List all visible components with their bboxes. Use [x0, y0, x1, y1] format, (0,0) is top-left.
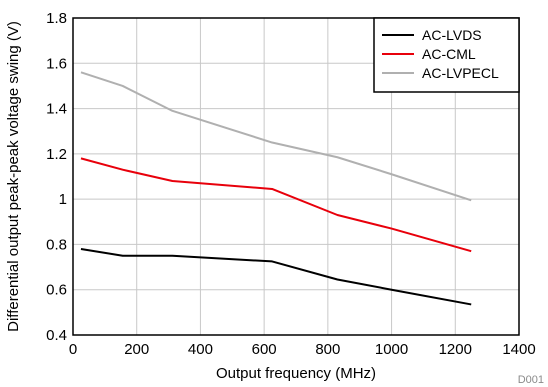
y-tick-label: 1.6 [46, 55, 67, 72]
plot-frame [72, 17, 520, 336]
x-tick-label: 400 [188, 341, 213, 358]
series-lines [80, 71, 472, 306]
x-tick-label: 1400 [502, 341, 535, 358]
x-tick-label: 0 [69, 341, 77, 358]
x-tick-label: 800 [315, 341, 340, 358]
y-tick-label: 1.4 [46, 101, 67, 118]
x-tick-label: 200 [124, 341, 149, 358]
x-tick-label: 1200 [439, 341, 472, 358]
legend-label: AC-LVPECL [422, 65, 499, 81]
x-tick-labels: 0 200 400 600 800 1000 1200 1400 [69, 341, 536, 358]
legend-label: AC-LVDS [422, 27, 482, 43]
legend: AC-LVDS AC-CML AC-LVPECL [373, 17, 520, 93]
figure-id: D001 [518, 374, 544, 386]
y-axis-title: Differential output peak-peak voltage sw… [5, 21, 22, 332]
series-line-ac-cml [80, 157, 472, 253]
y-tick-label: 1.2 [46, 146, 67, 163]
x-axis-title: Output frequency (MHz) [216, 365, 376, 382]
y-tick-label: 0.8 [46, 236, 67, 253]
y-tick-label: 0.4 [46, 327, 67, 344]
y-tick-labels: 0.4 0.6 0.8 1 1.2 1.4 1.6 1.8 [46, 10, 67, 344]
x-tick-label: 600 [252, 341, 277, 358]
series-line-ac-lvds [80, 247, 472, 306]
y-tick-label: 1.8 [46, 10, 67, 27]
series-line-ac-lvpecl [80, 71, 472, 202]
y-tick-label: 1 [59, 191, 67, 208]
x-tick-label: 1000 [375, 341, 408, 358]
legend-label: AC-CML [422, 46, 476, 62]
y-tick-label: 0.6 [46, 282, 67, 299]
